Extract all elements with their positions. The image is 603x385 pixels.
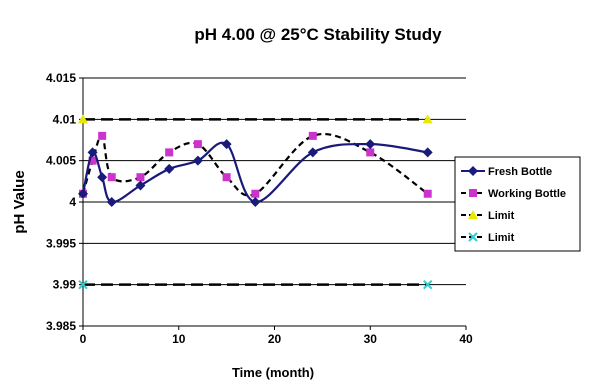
legend-marker [468, 210, 478, 219]
legend-label: Fresh Bottle [488, 166, 552, 178]
data-point [78, 114, 88, 124]
data-point [221, 139, 232, 150]
y-tick-label: 4 [69, 195, 76, 209]
data-point [165, 148, 174, 157]
data-point [251, 189, 260, 198]
data-point [106, 197, 117, 207]
legend-marker [468, 232, 478, 242]
y-tick-label: 4.005 [46, 154, 76, 168]
data-point [97, 172, 108, 183]
data-point [78, 279, 88, 290]
data-point [87, 147, 98, 158]
x-tick-label: 0 [80, 332, 87, 346]
data-point [365, 139, 376, 150]
y-axis-ticks: 4.015 4.01 4.005 4 3.995 3.99 3.985 [46, 71, 83, 333]
data-point [366, 148, 375, 157]
data-point [136, 173, 145, 182]
y-tick-label: 3.99 [53, 278, 77, 292]
y-axis-title: pH Value [11, 170, 28, 233]
legend: Fresh Bottle Working Bottle Limit Limit [454, 156, 581, 252]
x-axis-ticks: 0 10 20 30 40 [80, 326, 473, 346]
data-point [78, 188, 88, 199]
marker-stroke [78, 279, 88, 290]
data-point [422, 279, 433, 290]
y-tick-label: 3.995 [46, 236, 76, 250]
data-point [250, 197, 261, 207]
marker-stroke [422, 279, 433, 290]
series-1 [79, 131, 432, 198]
x-tick-label: 20 [268, 332, 282, 346]
x-tick-label: 40 [459, 332, 473, 346]
data-point [423, 189, 432, 198]
y-tick-label: 3.985 [46, 319, 76, 333]
data-point [308, 131, 317, 140]
legend-marker [469, 189, 477, 197]
x-tick-label: 10 [172, 332, 186, 346]
series-3 [78, 279, 433, 290]
series-line [81, 132, 429, 197]
series-2 [78, 114, 433, 124]
y-tick-label: 4.015 [46, 71, 76, 85]
marker-stroke [468, 232, 478, 242]
series-layer [78, 114, 433, 290]
legend-label: Limit [488, 232, 515, 244]
chart-title: pH 4.00 @ 25°C Stability Study [194, 25, 442, 44]
data-point [307, 147, 318, 158]
data-point [422, 147, 433, 158]
data-point [193, 140, 202, 149]
data-point [107, 173, 116, 182]
data-point [222, 173, 231, 182]
data-point [422, 114, 433, 124]
data-point [88, 156, 97, 165]
legend-marker [468, 166, 478, 176]
series-0 [78, 139, 433, 207]
data-point [98, 131, 107, 140]
legend-label: Working Bottle [488, 188, 566, 200]
data-point [135, 180, 146, 191]
x-axis-title: Time (month) [232, 365, 314, 380]
legend-label: Limit [488, 210, 515, 222]
data-point [192, 155, 203, 166]
data-point [164, 163, 175, 174]
x-tick-label: 30 [364, 332, 378, 346]
gridlines [83, 77, 466, 327]
y-tick-label: 4.01 [53, 112, 77, 126]
